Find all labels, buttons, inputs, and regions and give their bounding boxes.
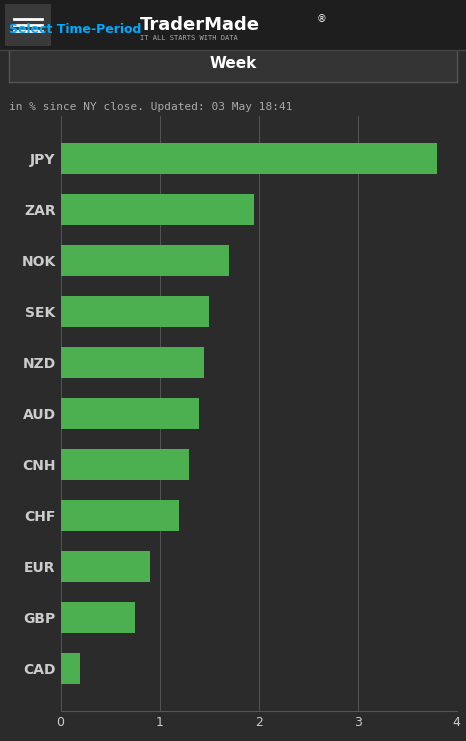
Text: IT ALL STARTS WITH DATA: IT ALL STARTS WITH DATA [140, 35, 238, 41]
Bar [61, 551, 150, 582]
Bar [61, 449, 189, 480]
Bar [61, 296, 209, 327]
Bar [61, 143, 437, 173]
Text: ®: ® [317, 14, 327, 24]
Bar [61, 245, 229, 276]
Bar [61, 602, 135, 633]
Bar [61, 348, 204, 378]
Bar [61, 194, 254, 225]
Text: Select Time-Period: Select Time-Period [9, 23, 142, 36]
Bar [61, 654, 81, 684]
Text: in % since NY close. Updated: 03 May 18:41: in % since NY close. Updated: 03 May 18:… [9, 102, 293, 113]
Text: Week: Week [209, 56, 257, 71]
Bar [61, 500, 179, 531]
Text: TraderMade: TraderMade [140, 16, 260, 34]
Bar [61, 398, 199, 429]
